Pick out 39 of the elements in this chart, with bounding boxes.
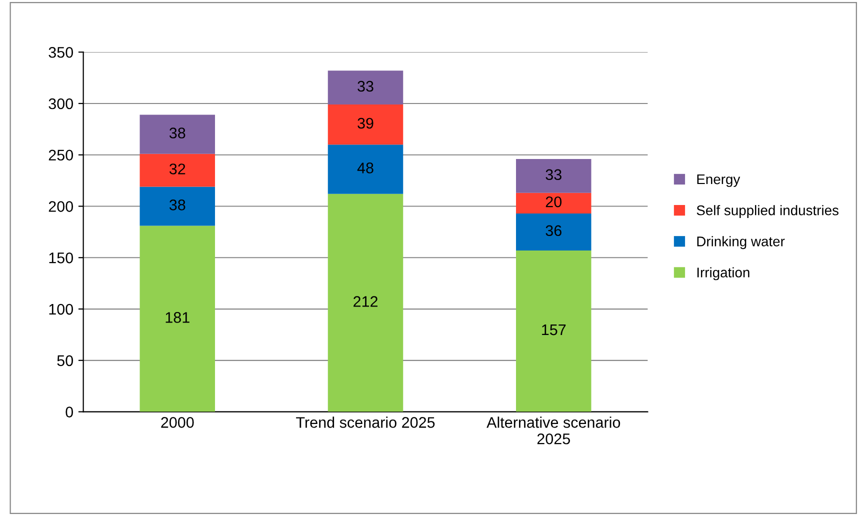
x-tick-label: Trend scenario 2025	[296, 416, 435, 428]
data-label: 48	[357, 162, 374, 174]
x-tick-label: 2000	[161, 417, 194, 428]
data-label: 38	[169, 128, 186, 138]
y-tick-label: 300	[48, 98, 74, 110]
legend-label: Energy	[697, 174, 740, 187]
bar	[140, 154, 216, 187]
bar	[328, 70, 404, 105]
data-label: 39	[358, 118, 374, 129]
data-label: 36	[546, 225, 562, 236]
y-tick-label: 50	[57, 355, 74, 366]
bar	[328, 194, 404, 412]
bar	[516, 158, 592, 193]
legend-label: Drinking water	[697, 236, 785, 250]
bar	[516, 213, 592, 250]
x-tick-label: Alternative scenario 2025	[486, 416, 620, 444]
data-label: 32	[169, 164, 186, 174]
bar	[140, 226, 216, 412]
legend-label: Self supplied industries	[696, 205, 838, 218]
data-label: 212	[354, 296, 378, 307]
y-tick-label: 150	[49, 252, 74, 264]
bar	[516, 250, 592, 412]
legend-label: Irrigation	[697, 267, 750, 280]
data-label: 181	[166, 312, 190, 323]
data-label: 20	[546, 196, 562, 208]
bar	[328, 144, 404, 194]
data-label: 33	[358, 80, 374, 92]
y-tick-label: 200	[48, 201, 74, 212]
bar	[140, 114, 216, 154]
y-tick-label: 0	[66, 406, 74, 418]
bar	[516, 192, 592, 214]
y-tick-label: 250	[48, 150, 74, 161]
bar	[328, 104, 404, 145]
data-label: 38	[169, 200, 186, 210]
data-label: 157	[542, 324, 566, 336]
bar	[140, 186, 216, 226]
data-label: 33	[546, 169, 562, 180]
y-tick-label: 350	[48, 46, 74, 58]
y-tick-label: 100	[49, 304, 74, 315]
